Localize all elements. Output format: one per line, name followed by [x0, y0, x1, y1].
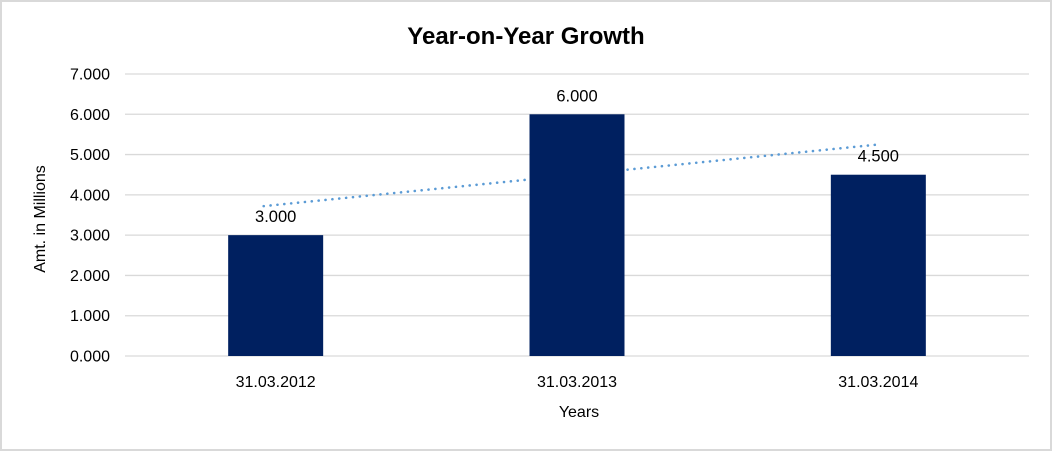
- bar-data-label: 3.000: [255, 208, 296, 226]
- y-tick-label: 4.000: [70, 187, 110, 204]
- y-tick-label: 7.000: [70, 67, 110, 84]
- y-tick-label: 0.000: [70, 349, 110, 366]
- bar-data-label: 4.500: [858, 148, 899, 166]
- x-axis-title: Years: [558, 404, 600, 421]
- y-tick-label: 2.000: [70, 268, 110, 285]
- bar-data-label: 6.000: [556, 87, 597, 105]
- y-tick-label: 3.000: [70, 228, 110, 245]
- chart-title: Year-on-Year Growth: [407, 23, 645, 50]
- y-tick-label: 6.000: [70, 107, 110, 124]
- x-tick-label: 31.03.2012: [236, 374, 316, 391]
- x-tick-label: 31.03.2014: [838, 374, 918, 391]
- bar: [529, 114, 625, 357]
- x-tick-label: 31.03.2013: [537, 374, 617, 391]
- y-tick-label: 1.000: [70, 308, 110, 325]
- bar: [830, 174, 926, 356]
- y-tick-label: 5.000: [70, 147, 110, 164]
- bar: [228, 235, 324, 356]
